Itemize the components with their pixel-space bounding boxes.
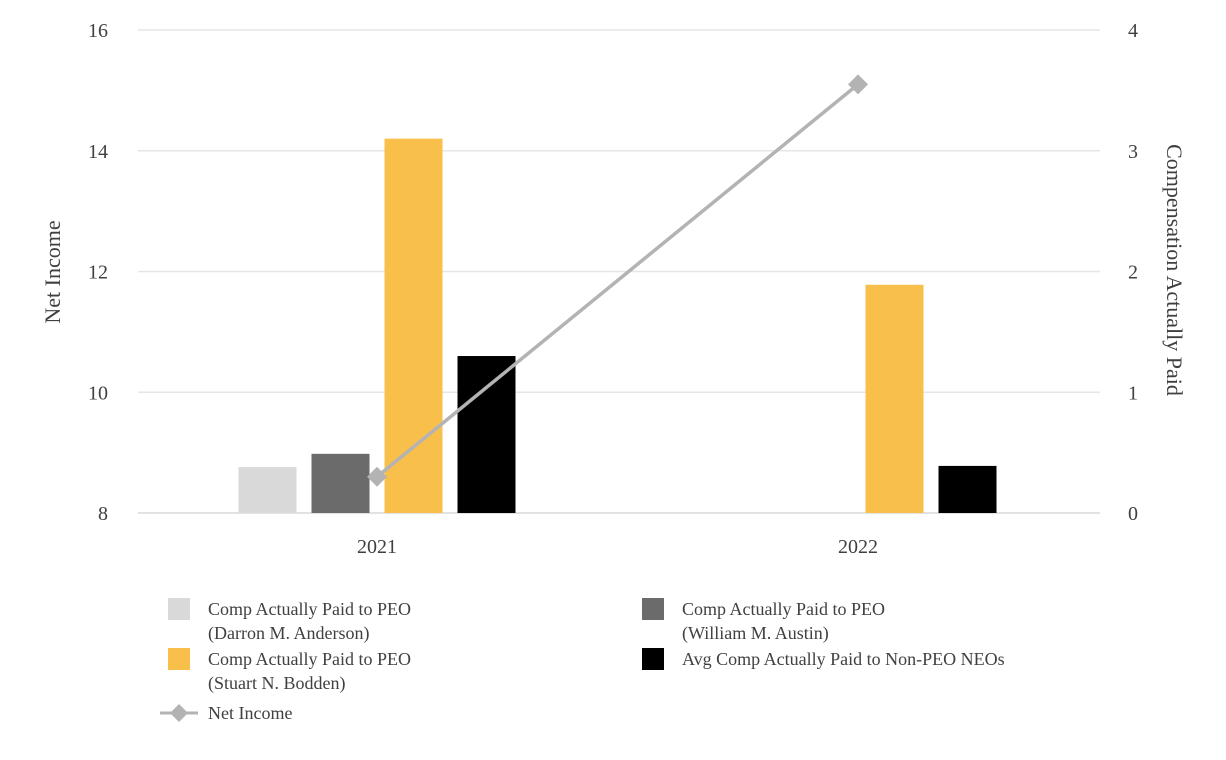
legend-swatch <box>168 648 190 670</box>
bar <box>238 467 297 513</box>
bar <box>938 465 997 513</box>
x-tick-label: 2022 <box>838 536 878 558</box>
gridlines <box>138 29 1100 514</box>
legend-swatch <box>642 648 664 670</box>
legend-marker-swatch <box>170 704 188 722</box>
right-tick-label: 1 <box>1128 382 1138 404</box>
right-tick-label: 2 <box>1128 262 1138 284</box>
right-tick-label: 3 <box>1128 141 1138 163</box>
legend-label: Comp Actually Paid to PEO (Stuart N. Bodd… <box>208 649 411 694</box>
left-tick-label: 8 <box>98 503 108 525</box>
bar <box>457 356 516 513</box>
left-tick-label: 14 <box>88 141 108 163</box>
bar <box>311 453 370 513</box>
legend-label: Comp Actually Paid to PEO (Darron M. Ande… <box>208 599 411 644</box>
legend-label: Net Income <box>208 703 292 723</box>
right-tick-label: 4 <box>1128 20 1138 42</box>
left-axis-title: Net Income <box>40 220 65 323</box>
line-series <box>367 74 868 487</box>
left-tick-label: 12 <box>88 262 108 284</box>
left-tick-label: 10 <box>88 382 108 404</box>
legend-label: Comp Actually Paid to PEO (William M. Aus… <box>682 599 885 644</box>
legend-swatch <box>168 598 190 620</box>
bar-series <box>238 138 997 514</box>
net-income-line <box>375 82 860 479</box>
right-axis-title: Compensation Actually Paid <box>1162 144 1187 396</box>
left-tick-label: 16 <box>88 20 108 42</box>
net-income-marker <box>367 466 387 487</box>
x-tick-label: 2021 <box>357 536 397 558</box>
bar <box>865 284 924 513</box>
bar <box>384 138 443 514</box>
x-axis-ticks: 2021 2022 <box>357 536 878 558</box>
net-income-marker <box>848 74 868 95</box>
legend: Comp Actually Paid to PEO (Darron M. Ande… <box>160 598 1005 723</box>
right-axis-ticks: 0 1 2 3 4 <box>1128 20 1138 525</box>
right-tick-label: 0 <box>1128 503 1138 525</box>
legend-swatch <box>642 598 664 620</box>
left-axis-ticks: 8 10 12 14 16 <box>88 20 108 525</box>
legend-label: Avg Comp Actually Paid to Non-PEO NEOs <box>682 649 1005 669</box>
